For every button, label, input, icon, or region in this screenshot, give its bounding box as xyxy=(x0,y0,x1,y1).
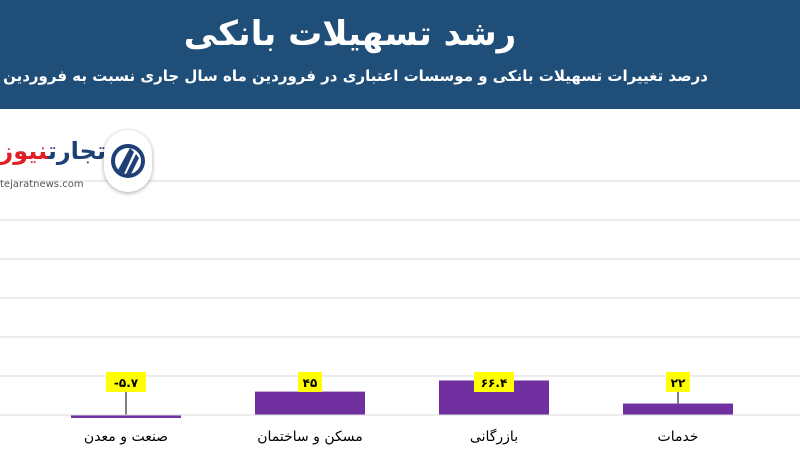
logo-wordmark: تجارتنیوز xyxy=(0,134,106,168)
data-label: -۵.۷ xyxy=(114,376,139,390)
bar xyxy=(71,415,181,418)
tejarat-news-logo: تجارتنیوز tejaratnews.com xyxy=(0,128,160,202)
chart-subtitle: درصد تغییرات تسهیلات بانکی و موسسات اعتب… xyxy=(0,67,708,85)
logo-text-part2: نیوز xyxy=(0,137,48,165)
data-label: ۶۶.۴ xyxy=(481,376,508,390)
logo-text-part1: تجارت xyxy=(47,137,106,165)
category-label: صنعت و معدن xyxy=(84,429,168,445)
chart-title: رشد تسهیلات بانکی xyxy=(183,14,517,54)
data-label-background xyxy=(106,372,146,392)
tejarat-news-logo-icon xyxy=(111,144,145,178)
category-label: خدمات xyxy=(658,429,699,445)
data-label-background xyxy=(298,372,322,392)
data-label: ۴۵ xyxy=(303,376,318,390)
data-label-background xyxy=(666,372,690,392)
chart-header: رشد تسهیلات بانکی درصد تغییرات تسهیلات ب… xyxy=(0,0,800,109)
data-label: ۲۲ xyxy=(671,376,686,390)
data-label-background xyxy=(474,372,514,392)
bar xyxy=(255,391,365,415)
category-label: مسکن و ساختمان xyxy=(257,429,363,445)
logo-url: tejaratnews.com xyxy=(0,179,84,190)
logo-badge xyxy=(104,130,152,192)
bar xyxy=(623,403,733,415)
category-label: بازرگانی xyxy=(470,428,518,445)
